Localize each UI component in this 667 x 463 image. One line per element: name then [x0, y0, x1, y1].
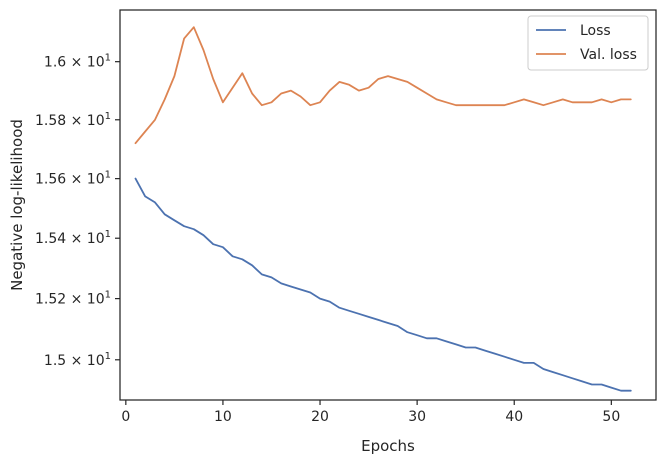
y-tick-label: 1.6 × 101	[44, 53, 111, 71]
series-line-loss	[134, 177, 632, 392]
plot-area	[119, 9, 657, 401]
y-tick-label: 1.58 × 101	[35, 111, 111, 129]
x-tick-label: 20	[311, 409, 329, 425]
series-lines	[134, 26, 632, 392]
legend: Loss Val. loss	[527, 15, 649, 71]
x-tick-label: 50	[602, 409, 620, 425]
y-axis-ticks: 1.5 × 101 1.52 × 101 1.54 × 101 1.56 × 101 1…	[35, 53, 120, 369]
x-axis-label: Epochs	[361, 437, 415, 455]
series-line-val-loss	[134, 26, 632, 145]
x-tick-label: 0	[121, 409, 130, 425]
legend-label-loss: Loss	[580, 23, 611, 39]
y-tick-label: 1.54 × 101	[35, 229, 111, 247]
y-axis-label: Negative log-likelihood	[8, 119, 26, 291]
x-tick-label: 40	[505, 409, 523, 425]
legend-label-val-loss: Val. loss	[580, 47, 637, 63]
y-tick-label: 1.5 × 101	[44, 351, 111, 369]
x-tick-label: 10	[214, 409, 232, 425]
x-tick-label: 30	[408, 409, 426, 425]
y-tick-label: 1.56 × 101	[35, 170, 111, 188]
y-tick-label: 1.52 × 101	[35, 290, 111, 308]
x-axis-ticks: 0 10 20 30 40 50	[121, 400, 620, 425]
